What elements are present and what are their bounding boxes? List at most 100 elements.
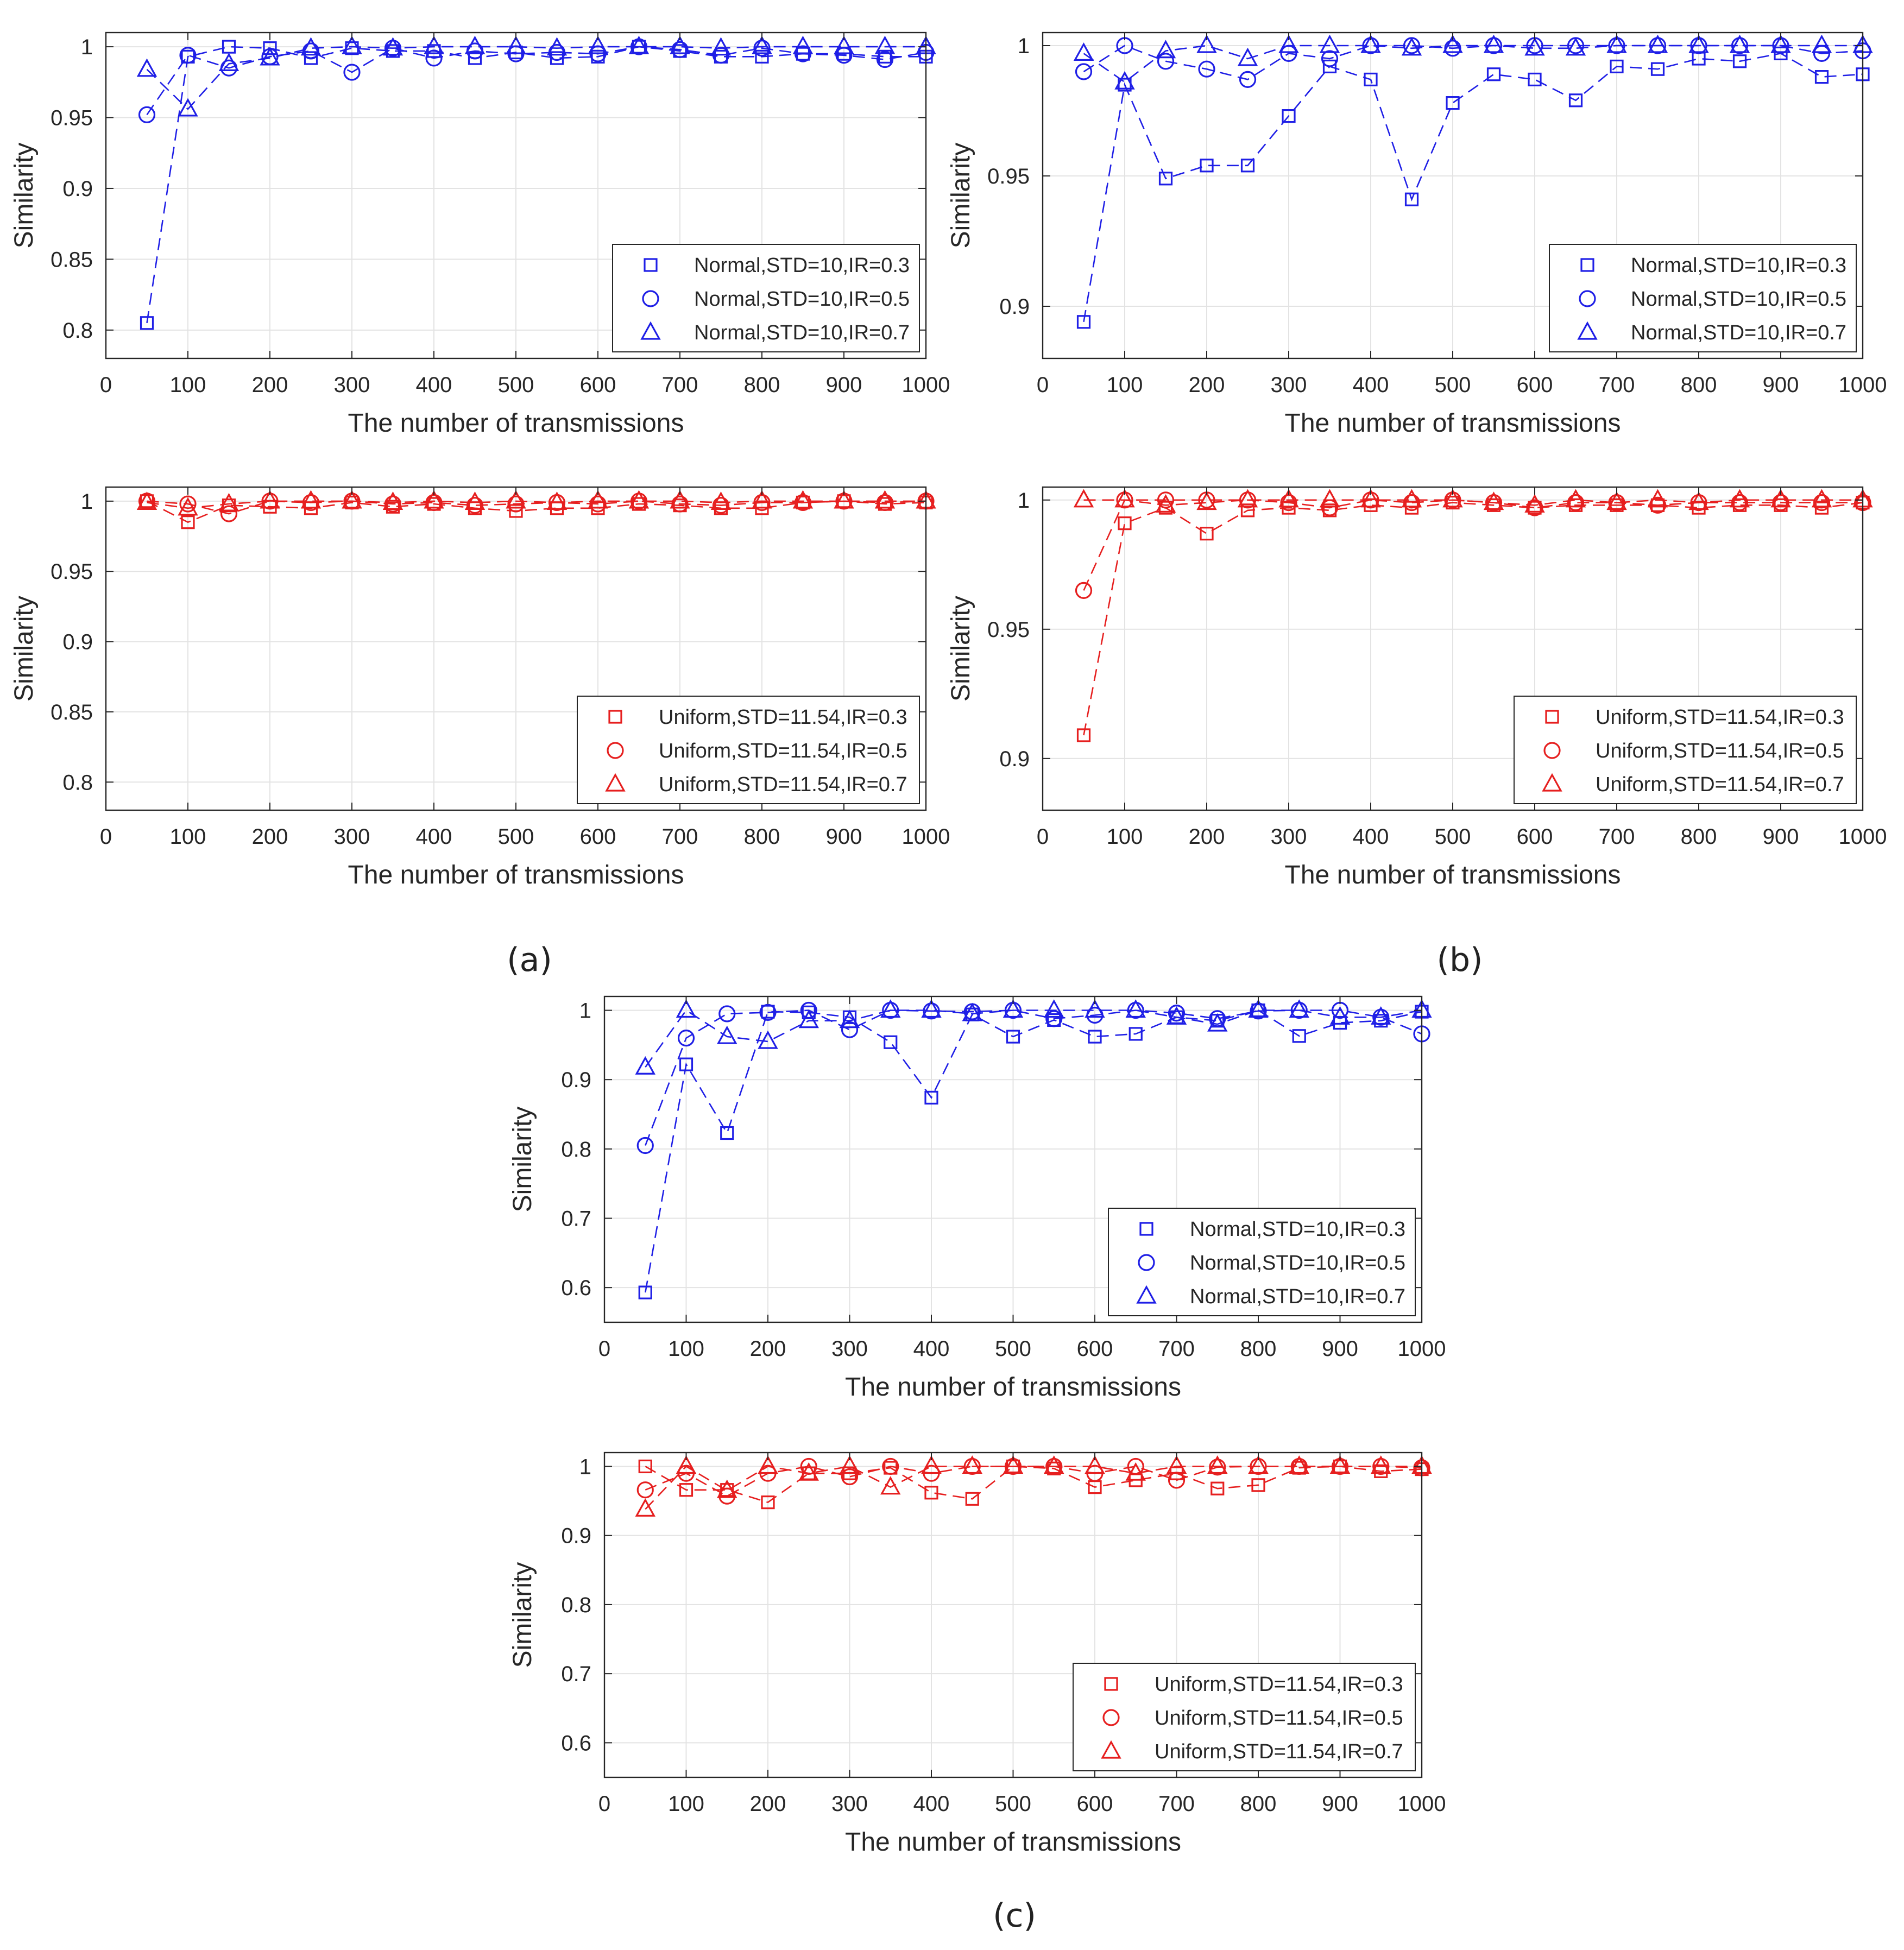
legend: Uniform,STD=11.54,IR=0.3 Uniform,STD=11.5… xyxy=(1073,1663,1416,1771)
data-point-square xyxy=(924,1090,938,1105)
data-point-triangle xyxy=(546,491,568,510)
data-point-triangle xyxy=(839,1009,860,1028)
data-point-circle xyxy=(1321,50,1339,67)
x-axis-label: The number of transmissions xyxy=(845,1373,1181,1402)
data-point-circle xyxy=(1209,1459,1226,1476)
legend-box xyxy=(1549,244,1857,352)
chart-b-uniform: 0 100 200 300 400 500 600 700 800 900 1000 0.9 0.95 1… xyxy=(947,486,1887,889)
data-point-triangle xyxy=(921,999,942,1018)
data-point-square xyxy=(181,515,195,529)
data-point-triangle xyxy=(1360,489,1381,508)
data-point-square xyxy=(1240,159,1255,173)
x-tick-label: 800 xyxy=(1240,1337,1277,1361)
data-point-circle xyxy=(1045,1010,1063,1027)
data-point-square xyxy=(1200,159,1214,173)
y-tick-label: 1 xyxy=(81,35,93,59)
data-point-triangle xyxy=(1647,489,1668,508)
data-point-triangle xyxy=(710,37,732,56)
data-point-circle xyxy=(876,494,894,512)
y-tick-label: 0.9 xyxy=(62,630,93,654)
data-point-square xyxy=(1568,93,1583,108)
data-point-triangle xyxy=(758,1030,778,1049)
data-point-square xyxy=(720,1483,734,1497)
data-point-triangle xyxy=(588,490,608,509)
legend-box xyxy=(1514,696,1857,804)
y-tick-label: 0.85 xyxy=(51,248,93,272)
data-point-square xyxy=(878,49,892,64)
x-tick-label: 400 xyxy=(1353,825,1389,849)
data-point-square xyxy=(509,504,523,518)
x-tick-label: 700 xyxy=(662,373,698,397)
data-point-square xyxy=(468,51,482,65)
data-point-triangle xyxy=(260,490,280,509)
data-point-circle xyxy=(1731,494,1749,512)
data-point-triangle xyxy=(1114,489,1135,508)
data-point-circle xyxy=(425,494,443,512)
data-point-triangle xyxy=(839,1455,860,1474)
y-tick-label: 0.8 xyxy=(561,1593,591,1617)
data-point-square xyxy=(679,1057,693,1071)
x-tick-label: 500 xyxy=(1435,373,1471,397)
data-point-square xyxy=(1732,498,1747,512)
series-line-triangle xyxy=(645,1009,1422,1068)
data-point-triangle xyxy=(1289,1455,1309,1474)
data-point-square xyxy=(140,316,154,330)
data-point-triangle xyxy=(1524,494,1545,513)
data-point-square xyxy=(1774,498,1788,512)
x-tick-label: 100 xyxy=(170,825,206,849)
y-tick-label: 0.95 xyxy=(987,165,1030,188)
data-point-triangle xyxy=(1483,491,1504,510)
x-tick-label: 300 xyxy=(1271,373,1307,397)
series-line-triangle xyxy=(146,46,926,110)
y-tick-label: 0.9 xyxy=(561,1524,591,1548)
data-point-square xyxy=(720,1126,734,1140)
x-tick-label: 800 xyxy=(744,373,780,397)
legend-box xyxy=(1108,1208,1416,1316)
data-point-square xyxy=(1732,54,1747,68)
legend-entry: Uniform,STD=11.54,IR=0.5 xyxy=(659,740,907,762)
data-point-triangle xyxy=(670,490,690,509)
legend: Normal,STD=10,IR=0.3 Normal,STD=10,IR=0.5… xyxy=(1108,1208,1416,1316)
legend-entry: Uniform,STD=11.54,IR=0.7 xyxy=(659,773,907,796)
data-point-triangle xyxy=(628,490,650,509)
data-point-triangle xyxy=(1155,494,1176,513)
data-point-triangle xyxy=(1688,34,1709,53)
data-point-triangle xyxy=(424,490,444,509)
data-point-triangle xyxy=(1237,47,1258,66)
data-point-square xyxy=(263,41,277,55)
data-point-triangle xyxy=(792,490,814,509)
y-tick-label: 1 xyxy=(579,1455,591,1479)
x-tick-label: 1000 xyxy=(902,373,950,397)
data-point-triangle xyxy=(464,491,486,510)
data-point-circle xyxy=(794,494,812,512)
legend-triangle-icon xyxy=(1136,1285,1157,1304)
data-point-circle xyxy=(1075,582,1093,599)
data-point-circle xyxy=(1157,491,1175,509)
data-point-square xyxy=(1774,46,1788,61)
data-point-triangle xyxy=(1524,37,1545,56)
x-tick-label: 800 xyxy=(744,825,780,849)
x-tick-label: 300 xyxy=(831,1337,868,1361)
data-point-triangle xyxy=(1207,1455,1228,1474)
data-point-triangle xyxy=(1155,40,1176,59)
data-point-triangle xyxy=(1003,1455,1024,1474)
data-point-triangle xyxy=(382,37,404,56)
legend-box xyxy=(1073,1663,1416,1771)
data-point-triangle xyxy=(1811,34,1832,53)
data-point-circle xyxy=(876,51,894,68)
x-tick-label: 600 xyxy=(1077,1792,1113,1816)
data-point-square xyxy=(1282,109,1296,123)
charts-layer: 0 100 200 300 400 500 600 700 800 900 10000.80.850… xyxy=(10,31,1887,1857)
y-axis-label: Similarity xyxy=(947,143,975,249)
data-point-circle xyxy=(1403,494,1421,512)
y-tick-label: 0.85 xyxy=(51,701,93,724)
data-point-circle xyxy=(1444,40,1461,57)
series-line-triangle xyxy=(147,500,926,509)
x-tick-label: 700 xyxy=(1599,825,1635,849)
x-tick-label: 900 xyxy=(1322,1792,1358,1816)
x-tick-label: 200 xyxy=(750,1792,786,1816)
data-point-triangle xyxy=(218,53,239,71)
y-tick-label: 0.9 xyxy=(62,177,93,201)
data-point-square xyxy=(884,1035,898,1049)
y-tick-label: 0.6 xyxy=(561,1276,591,1300)
